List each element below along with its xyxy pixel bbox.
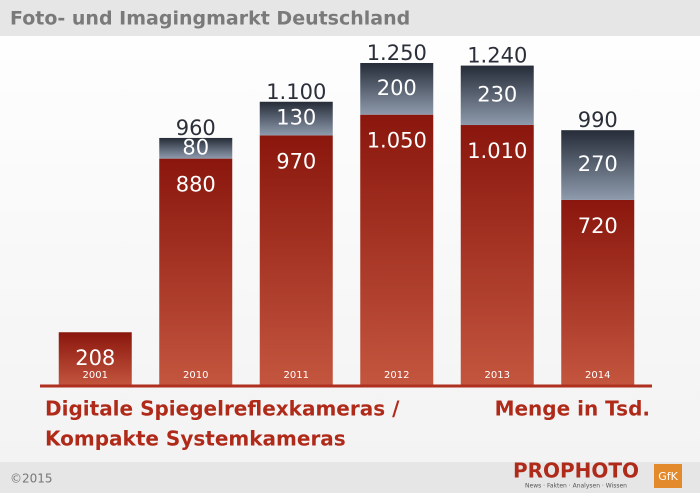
partner-logo: GfK: [658, 470, 678, 483]
x-tick-label: 2010: [183, 370, 208, 381]
value-label: 208: [75, 346, 115, 370]
bar-segment: [159, 158, 233, 386]
x-tick-label: 2001: [83, 370, 108, 381]
value-label: 270: [578, 152, 618, 176]
bar-segment: [360, 63, 434, 115]
bar-segment: [460, 125, 534, 387]
total-label: 990: [578, 108, 618, 132]
caption: Digitale Spiegelreflexkameras /: [45, 397, 400, 421]
title-bar: [0, 0, 700, 36]
value-label: 130: [276, 106, 316, 130]
bar-segment: [561, 199, 635, 386]
total-label: 1.100: [266, 80, 326, 104]
total-label: 960: [176, 116, 216, 140]
total-label: 1.240: [467, 44, 527, 68]
logo: PROPHOTO: [513, 459, 639, 483]
bar-segment: [159, 137, 233, 159]
value-label: 1.050: [367, 129, 427, 153]
chart-title: Foto- und Imagingmarkt Deutschland: [10, 8, 410, 30]
unit-note: Menge in Tsd.: [495, 397, 650, 421]
caption: Kompakte Systemkameras: [45, 427, 346, 451]
value-label: 200: [377, 76, 417, 100]
partner-logo-box: [654, 464, 682, 488]
x-tick-label: 2014: [585, 370, 610, 381]
bar-segment: [460, 65, 534, 126]
total-label: 1.250: [367, 41, 427, 65]
bar-segment: [561, 130, 635, 200]
footer-bar: [0, 462, 700, 493]
bar-segment: [259, 135, 333, 386]
value-label: 720: [578, 214, 618, 238]
x-tick-label: 2013: [485, 370, 510, 381]
x-tick-label: 2012: [384, 370, 409, 381]
value-label: 970: [276, 149, 316, 173]
x-tick-label: 2011: [284, 370, 309, 381]
bar-segment: [259, 101, 333, 136]
value-label: 1.010: [467, 139, 527, 163]
value-label: 880: [176, 173, 216, 197]
value-label: 230: [477, 82, 517, 106]
value-label: 80: [182, 135, 209, 159]
bar-segment: [58, 332, 132, 386]
logo-tagline: News · Fakten · Analysen · Wissen: [525, 483, 627, 490]
copyright: ©2015: [10, 472, 53, 486]
bar-segment: [360, 114, 434, 387]
